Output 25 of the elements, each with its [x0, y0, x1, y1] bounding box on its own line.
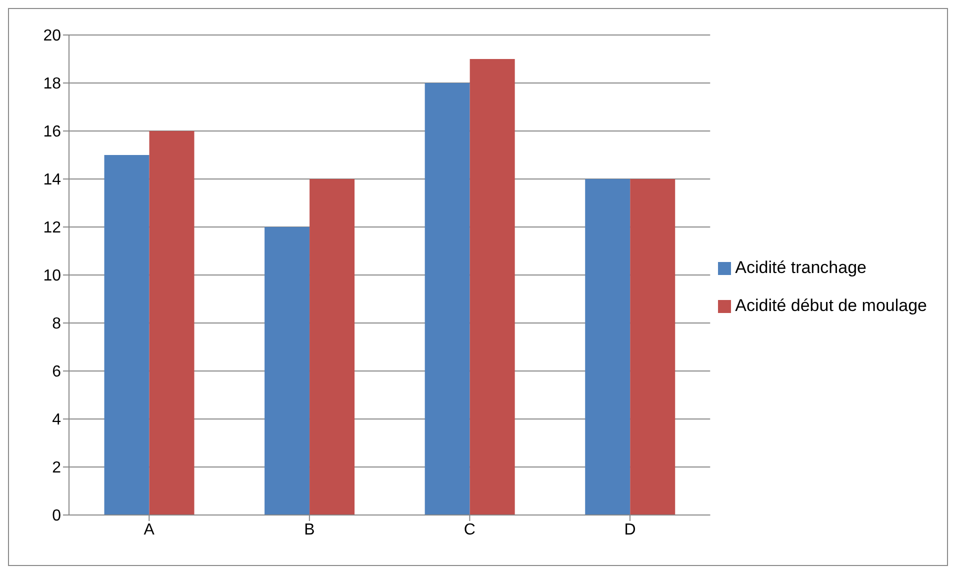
bar [585, 179, 630, 515]
y-tick-label: 2 [52, 460, 62, 477]
y-tick-label: 18 [43, 76, 62, 93]
y-tick-label: 14 [43, 172, 62, 189]
y-tick-label: 6 [52, 364, 62, 381]
y-tick-label: 16 [43, 124, 62, 141]
legend-label: Acidité début de moulage [735, 296, 927, 315]
bar [104, 155, 150, 515]
bar [149, 131, 194, 515]
y-tick-label: 4 [52, 412, 62, 429]
y-tick-label: 10 [43, 268, 62, 285]
y-tick-label: 12 [43, 220, 62, 237]
legend-label: Acidité tranchage [735, 258, 867, 277]
bar [310, 179, 355, 515]
y-tick-label: 0 [52, 508, 62, 525]
x-tick-label: B [304, 521, 315, 538]
x-tick-label: C [464, 521, 476, 538]
x-tick-label: D [624, 521, 636, 538]
bar [630, 179, 676, 515]
bar [470, 59, 515, 515]
x-tick-label: A [144, 521, 155, 538]
y-tick-label: 8 [52, 316, 62, 333]
bar [424, 83, 470, 515]
bar [264, 227, 310, 515]
y-tick-label: 20 [43, 28, 62, 45]
